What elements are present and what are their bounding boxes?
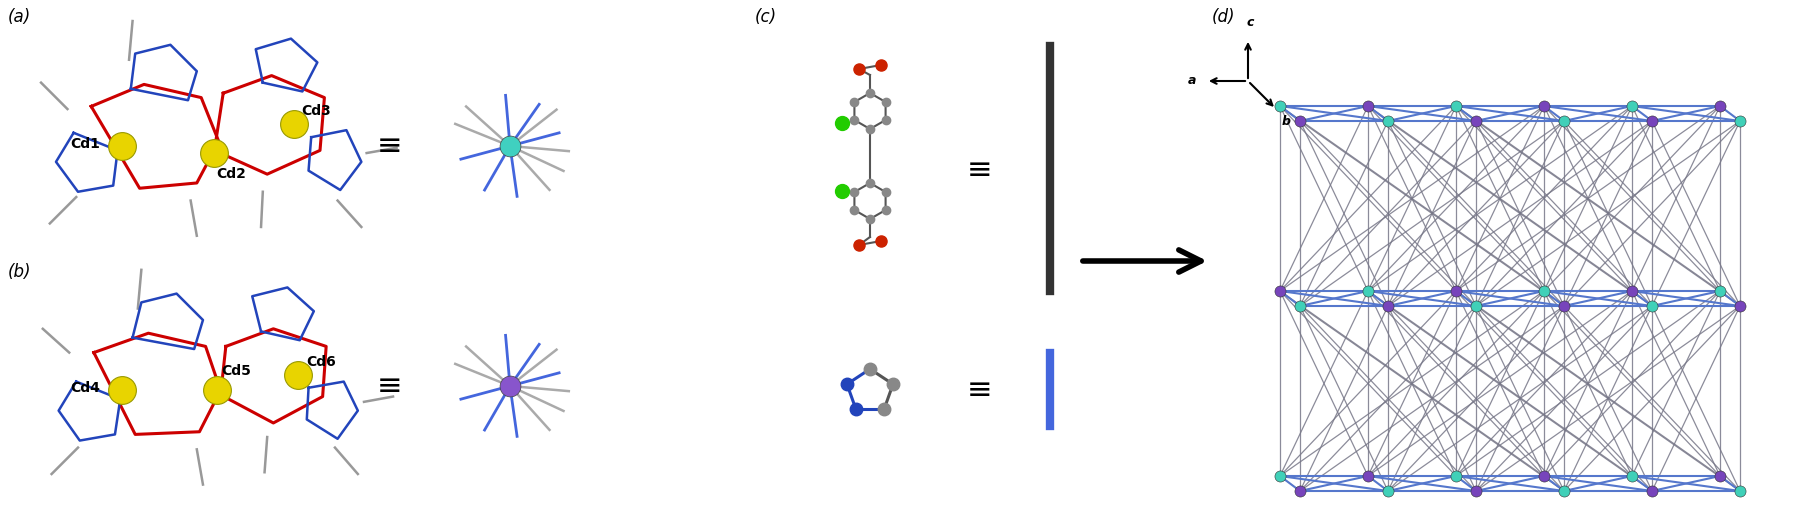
Text: Cd3: Cd3 bbox=[302, 104, 331, 118]
Text: ≡: ≡ bbox=[378, 131, 403, 160]
Text: (b): (b) bbox=[7, 263, 32, 281]
Text: Cd5: Cd5 bbox=[221, 364, 250, 378]
Text: ≡: ≡ bbox=[378, 371, 403, 401]
Text: Cd4: Cd4 bbox=[70, 381, 101, 395]
Text: Cd6: Cd6 bbox=[306, 355, 337, 369]
Text: c: c bbox=[1246, 16, 1253, 29]
Text: (c): (c) bbox=[754, 8, 778, 26]
Text: ≡: ≡ bbox=[967, 156, 994, 185]
Text: Cd2: Cd2 bbox=[216, 167, 247, 181]
Text: Cd1: Cd1 bbox=[70, 137, 101, 151]
Text: ≡: ≡ bbox=[967, 377, 994, 405]
Text: (a): (a) bbox=[7, 8, 31, 26]
Text: a: a bbox=[1188, 75, 1195, 88]
Text: (d): (d) bbox=[1211, 8, 1235, 26]
Text: b: b bbox=[1282, 115, 1291, 128]
